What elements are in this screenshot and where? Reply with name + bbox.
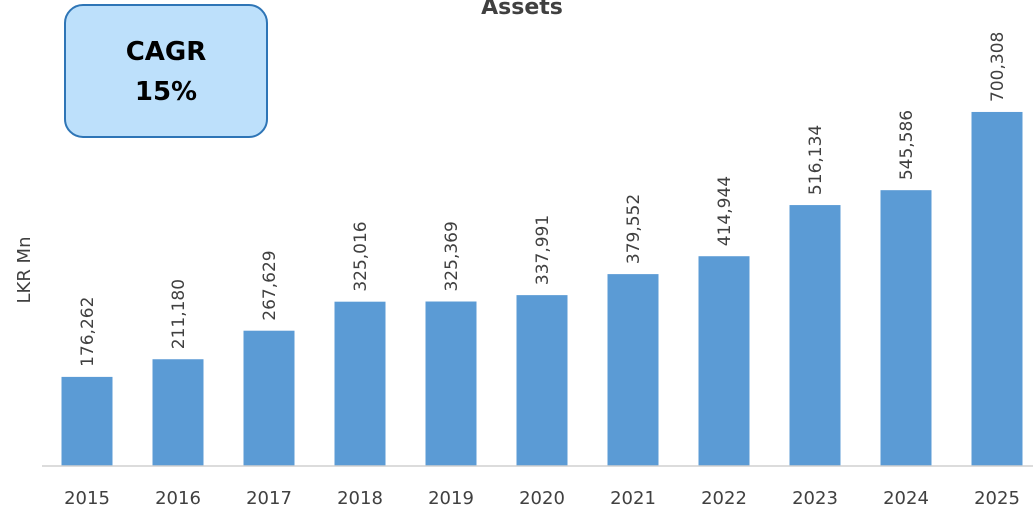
y-axis-label: LKR Mn xyxy=(14,237,35,304)
bar xyxy=(425,301,477,466)
x-tick-label: 2024 xyxy=(883,488,929,509)
value-label: 267,629 xyxy=(260,250,280,320)
bar xyxy=(789,205,841,466)
annotation: 15% xyxy=(135,77,197,107)
bar xyxy=(334,301,386,466)
bar xyxy=(61,376,113,466)
value-label: 545,586 xyxy=(897,110,917,180)
annotation-box xyxy=(64,4,268,138)
value-label: 325,016 xyxy=(351,221,371,291)
value-label: 325,369 xyxy=(442,221,462,291)
value-label: 176,262 xyxy=(78,297,98,367)
bar xyxy=(698,256,750,466)
bar xyxy=(152,359,204,466)
value-label: 700,308 xyxy=(988,32,1008,102)
bar xyxy=(243,330,295,466)
bar xyxy=(880,190,932,466)
value-label: 516,134 xyxy=(806,125,826,195)
chart-title: Assets xyxy=(481,0,563,20)
bar xyxy=(516,295,568,466)
x-tick-label: 2022 xyxy=(701,488,747,509)
bar xyxy=(607,274,659,466)
value-label: 414,944 xyxy=(715,176,735,246)
x-tick-label: 2020 xyxy=(519,488,565,509)
x-tick-label: 2016 xyxy=(155,488,201,509)
x-tick-label: 2021 xyxy=(610,488,656,509)
value-label: 211,180 xyxy=(169,279,189,349)
x-tick-label: 2018 xyxy=(337,488,383,509)
value-label: 379,552 xyxy=(624,194,644,264)
x-tick-label: 2015 xyxy=(64,488,110,509)
annotation: CAGR xyxy=(126,37,207,67)
bar xyxy=(971,111,1023,467)
x-tick-label: 2019 xyxy=(428,488,474,509)
x-tick-label: 2017 xyxy=(246,488,292,509)
x-tick-label: 2025 xyxy=(974,488,1020,509)
x-tick-label: 2023 xyxy=(792,488,838,509)
value-label: 337,991 xyxy=(533,215,553,285)
